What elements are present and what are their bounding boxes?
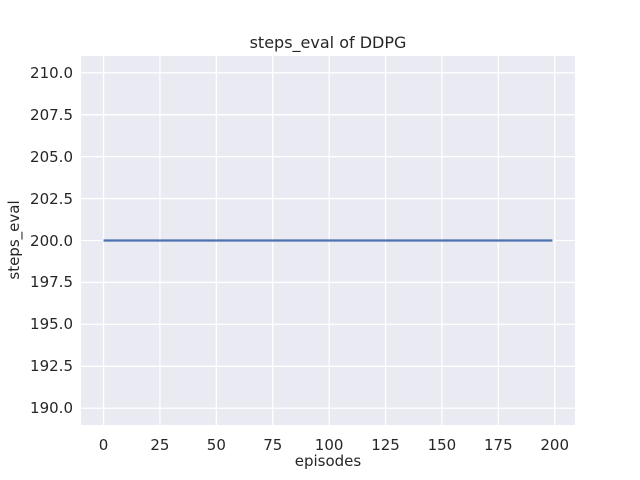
y-tick-label: 192.5 <box>30 357 73 376</box>
y-tick-label: 197.5 <box>30 273 73 292</box>
x-tick-label: 100 <box>314 436 344 454</box>
y-tick-label: 202.5 <box>30 189 73 208</box>
y-tick-label: 195.0 <box>30 315 73 334</box>
y-tick-label: 210.0 <box>30 63 73 82</box>
x-tick-label: 0 <box>98 436 109 454</box>
x-tick-label: 175 <box>483 436 513 454</box>
y-tick-label: 190.0 <box>30 399 73 418</box>
x-tick-label: 25 <box>150 436 170 454</box>
chart-title: steps_eval of DDPG <box>249 33 407 52</box>
x-tick-label: 75 <box>263 436 283 454</box>
x-axis-label: episodes <box>294 452 362 470</box>
x-tick-label: 125 <box>371 436 400 454</box>
plot-area <box>81 56 575 425</box>
x-tick-label: 150 <box>427 436 457 454</box>
y-tick-label: 200.0 <box>30 231 73 250</box>
x-tick-label: 200 <box>540 436 570 454</box>
y-axis-label: steps_eval <box>5 200 23 280</box>
x-tick-label: 50 <box>206 436 226 454</box>
plot-canvas <box>81 56 575 425</box>
y-tick-label: 207.5 <box>30 105 73 124</box>
y-tick-label: 205.0 <box>30 147 73 166</box>
